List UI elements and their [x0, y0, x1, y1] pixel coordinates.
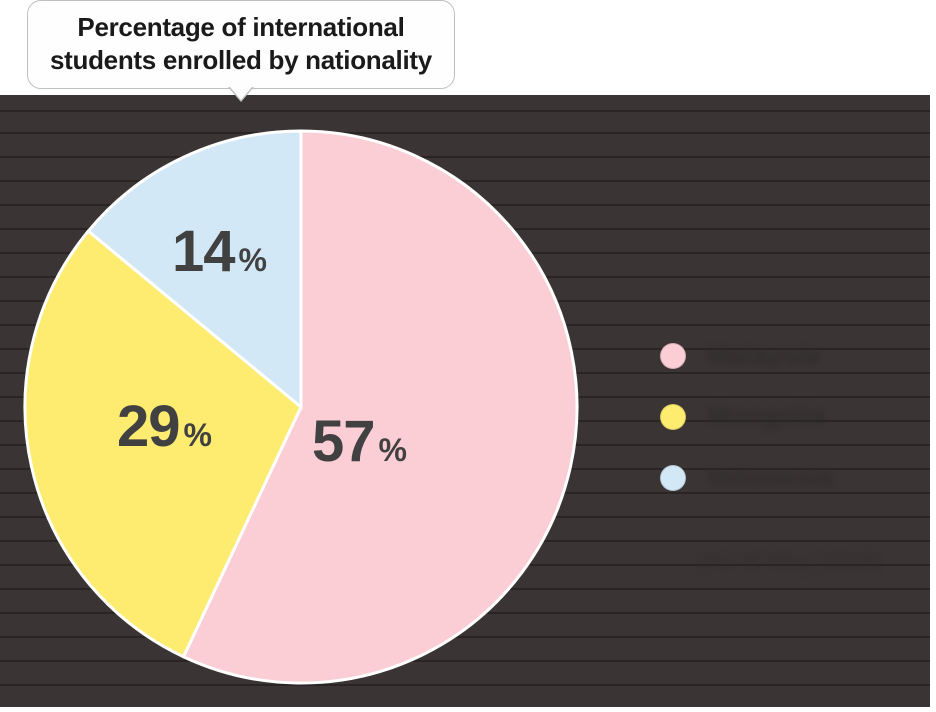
pie-chart: 57%29%14% [22, 128, 580, 686]
legend-item-mongolia: Mongolia [660, 401, 920, 432]
slice-label-mongolia: 29% [117, 393, 212, 460]
slice-label-indonesia: 14% [172, 218, 267, 285]
slice-value: 57 [312, 409, 375, 474]
legend-swatch-icon [660, 465, 686, 491]
legend: Malaysia Mongolia Indonesia [660, 340, 920, 523]
stage: Percentage of international students enr… [0, 0, 936, 712]
title-callout: Percentage of international students enr… [27, 0, 455, 89]
slice-value: 14 [172, 219, 235, 284]
slice-value: 29 [117, 394, 180, 459]
legend-label: Malaysia [708, 340, 820, 371]
bg-stripe [0, 110, 930, 112]
legend-label: Indonesia [708, 462, 834, 493]
slice-label-malaysia: 57% [312, 408, 407, 475]
legend-item-indonesia: Indonesia [660, 462, 920, 493]
legend-swatch-icon [660, 343, 686, 369]
title-line-2: students enrolled by nationality [50, 45, 432, 75]
percent-sign: % [184, 417, 212, 453]
legend-label: Mongolia [708, 401, 826, 432]
pie-slices-group [25, 131, 577, 683]
legend-item-malaysia: Malaysia [660, 340, 920, 371]
legend-footnote: (As at May 2018) [698, 548, 881, 576]
title-line-1: Percentage of international [77, 12, 404, 42]
legend-swatch-icon [660, 404, 686, 430]
percent-sign: % [239, 242, 267, 278]
callout-tail-icon [228, 87, 254, 102]
percent-sign: % [379, 432, 407, 468]
chart-title: Percentage of international students enr… [50, 11, 432, 76]
pie-svg [22, 128, 580, 686]
